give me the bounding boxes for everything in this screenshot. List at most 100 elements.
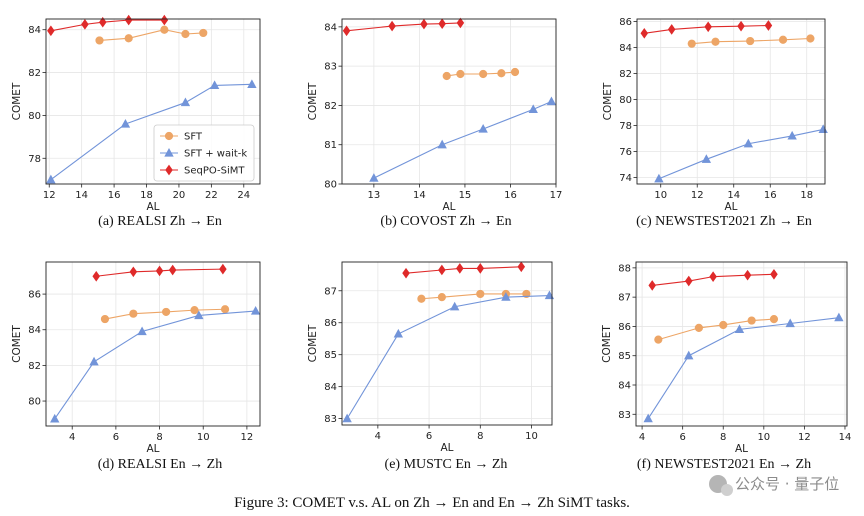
chart-e-xtick-label-3: 10 xyxy=(525,431,538,442)
chart-f-series-0-point-3 xyxy=(747,316,756,325)
chart-e-series-1-point-2 xyxy=(449,301,460,311)
chart-a-xtick-label-5: 22 xyxy=(205,190,218,201)
chart-a-series-0-point-1 xyxy=(124,34,133,43)
chart-a-series-1-point-2 xyxy=(180,97,191,107)
chart-b-series-1-point-0 xyxy=(369,173,379,182)
chart-c-series-2-point-4 xyxy=(764,20,773,31)
chart-c: 10 12 14 16 18 74 76 78 80 82 84 86 AL COMET (c) NEWST… xyxy=(602,17,828,229)
chart-c-ytick-label-5: 84 xyxy=(619,43,632,54)
chart-e-series-1-point-3 xyxy=(501,292,511,301)
chart-c-series-0-point-0 xyxy=(687,39,696,48)
chart-e-xtick-label-2: 8 xyxy=(477,431,483,442)
watermark-icon-bubble-small xyxy=(721,484,733,496)
chart-a-series-0-point-3 xyxy=(181,29,190,39)
chart-d-xlabel: AL xyxy=(146,443,159,455)
chart-f-caption: (f) NEWSTEST2021 En → Zh xyxy=(637,457,811,472)
chart-b-xtick-label-0: 13 xyxy=(368,190,381,201)
chart-f-xtick-label-5: 14 xyxy=(839,432,852,443)
chart-f-series-0-point-4 xyxy=(769,315,779,324)
chart-d-xtick-label-1: 6 xyxy=(113,432,119,443)
legend-marker-0 xyxy=(164,131,174,141)
chart-d-series-2-point-2 xyxy=(155,265,164,277)
chart-b-ytick-label-2: 82 xyxy=(324,101,337,112)
chart-a-caption: (a) REALSI Zh → En xyxy=(98,214,222,229)
chart-c-series-1-point-1 xyxy=(701,154,712,163)
chart-f-ylabel: COMET xyxy=(601,325,613,363)
chart-b-ytick-label-1: 81 xyxy=(324,140,337,151)
chart-e-axes xyxy=(341,261,553,426)
chart-d-series-0-point-1 xyxy=(129,309,138,318)
chart-c-xtick-label-1: 12 xyxy=(691,190,704,201)
chart-b-series-2-point-0 xyxy=(342,25,351,37)
chart-f-series-2-point-4 xyxy=(770,268,778,280)
chart-a-series-0-point-0 xyxy=(95,36,104,45)
chart-a-series-2-point-4 xyxy=(160,14,169,26)
chart-c-ytick-label-4: 82 xyxy=(619,69,632,80)
legend-label-0: SFT xyxy=(184,132,203,143)
chart-b-series-0-point-1 xyxy=(456,69,465,79)
chart-f-series-2-point-1 xyxy=(684,275,693,287)
chart-b: 13 14 15 16 17 80 81 82 83 84 AL COMET (b) COVOST Zh… xyxy=(307,17,562,229)
chart-e-series-2-point-4 xyxy=(517,261,526,273)
chart-d: 4 6 8 10 12 80 82 84 86 AL COMET (d) REALSI En → Zh xyxy=(11,261,261,472)
chart-e-series-0-point-0 xyxy=(417,294,426,303)
chart-d-series-2-point-1 xyxy=(129,266,138,278)
chart-b-series-0-point-4 xyxy=(510,67,520,77)
chart-c-caption: (c) NEWSTEST2021 Zh → En xyxy=(636,214,812,229)
chart-d-ytick-label-0: 80 xyxy=(28,397,41,408)
watermark-text: 公众号 · 量子位 xyxy=(735,475,839,493)
chart-e-xtick-label-0: 4 xyxy=(375,431,381,442)
chart-f-series-0-point-1 xyxy=(694,323,703,332)
chart-d-xtick-label-3: 10 xyxy=(197,432,210,443)
chart-e-series-2-point-1 xyxy=(438,264,446,276)
chart-f-xtick-label-0: 4 xyxy=(639,432,645,443)
chart-c-ytick-label-3: 80 xyxy=(619,95,632,106)
chart-d-axes xyxy=(45,261,261,427)
chart-c-series-1-point-3 xyxy=(787,130,797,140)
chart-c-series-0-point-1 xyxy=(711,37,720,46)
chart-e-caption: (e) MUSTC En → Zh xyxy=(385,457,508,472)
watermark-icon xyxy=(709,475,733,496)
chart-b-axes xyxy=(341,18,557,185)
chart-e: 4 6 8 10 83 84 85 86 87 AL COMET (e) MUSTC En → Zh xyxy=(307,261,555,472)
chart-d-series-1-point-0 xyxy=(50,413,60,423)
chart-f-ytick-label-3: 86 xyxy=(618,322,631,333)
chart-a-series-2-point-0 xyxy=(47,25,55,37)
chart-d-series-1-point-2 xyxy=(137,326,147,336)
chart-f: 4 6 8 10 12 14 83 84 85 86 87 88 AL COMET (f) NEWSTEST… xyxy=(601,261,852,472)
chart-f-ytick-label-0: 83 xyxy=(618,410,631,421)
legend-label-2: SeqPO-SiMT xyxy=(184,166,245,177)
chart-a-ytick-label-2: 82 xyxy=(28,68,41,79)
chart-c-series-0-point-4 xyxy=(806,34,815,43)
chart-c-ytick-label-0: 74 xyxy=(619,173,632,184)
chart-e-series-1-point-0 xyxy=(342,413,352,423)
chart-a-series-2-point-3 xyxy=(124,14,133,26)
chart-d-series-2-point-0 xyxy=(92,270,100,282)
chart-c-ytick-label-2: 78 xyxy=(619,121,632,132)
legend-label-1: SFT + wait-k xyxy=(184,149,247,160)
chart-e-ytick-label-1: 84 xyxy=(324,382,337,393)
chart-a-axes xyxy=(45,18,261,185)
chart-e-xlabel: AL xyxy=(440,442,453,454)
chart-b-series-1-point-4 xyxy=(546,96,557,106)
chart-f-xtick-label-4: 12 xyxy=(798,432,811,443)
chart-f-series-1-point-2 xyxy=(734,324,745,333)
chart-d-xtick-label-0: 4 xyxy=(69,432,75,443)
legend-frame xyxy=(153,124,255,182)
chart-b-xtick-label-1: 14 xyxy=(413,190,426,201)
chart-b-ylabel: COMET xyxy=(307,82,319,120)
chart-b-series-1-point-2 xyxy=(478,123,488,133)
chart-a-series-1-point-1 xyxy=(120,118,131,128)
chart-b-series-2-point-2 xyxy=(420,18,428,30)
chart-c-xtick-label-3: 16 xyxy=(764,190,777,201)
chart-b-xtick-label-2: 15 xyxy=(459,190,472,201)
chart-e-ytick-label-0: 83 xyxy=(324,414,337,425)
chart-e-xtick-label-1: 6 xyxy=(426,431,432,442)
chart-c-series-1-line xyxy=(658,128,824,180)
chart-f-ytick-label-4: 87 xyxy=(618,293,631,304)
chart-f-series-1-point-3 xyxy=(785,318,795,328)
chart-c-series-0-point-3 xyxy=(778,35,788,44)
chart-e-series-2-point-3 xyxy=(476,263,485,274)
chart-a: 12 14 16 18 20 22 24 78 80 82 84 AL COMET (a) REALSI … xyxy=(11,14,261,229)
chart-b-series-2-point-3 xyxy=(438,18,446,30)
